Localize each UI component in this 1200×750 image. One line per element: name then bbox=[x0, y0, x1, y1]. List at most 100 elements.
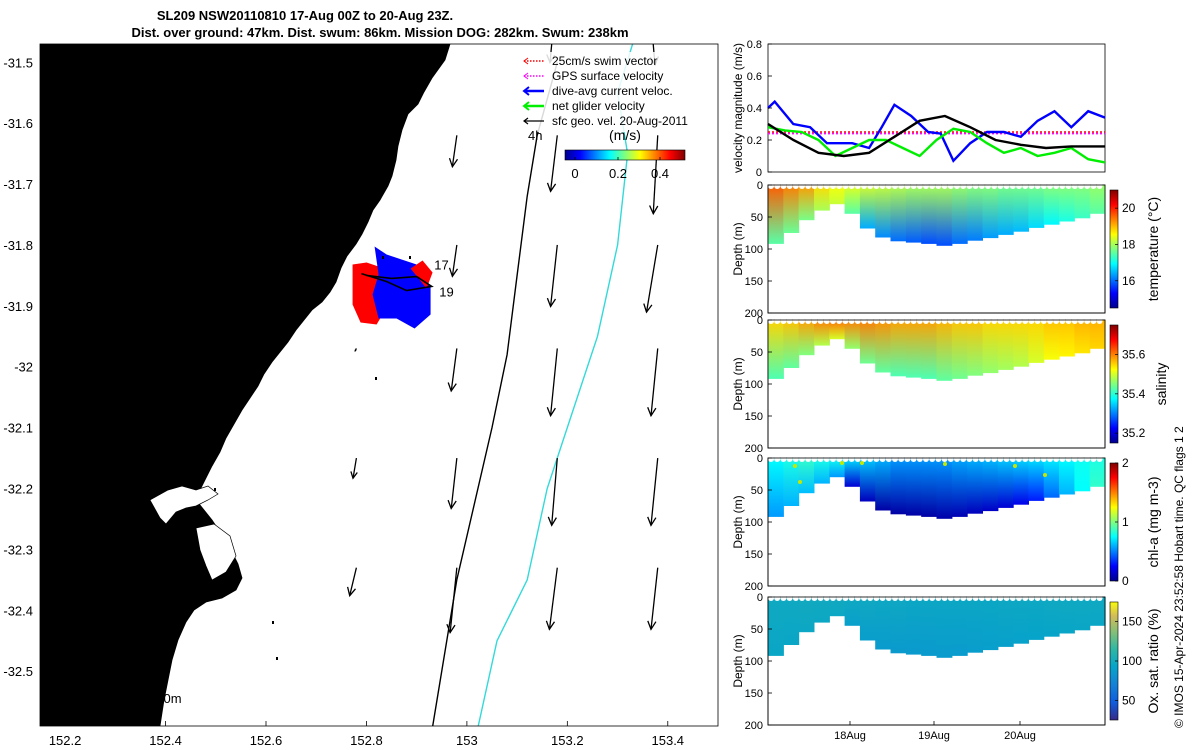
surface-scallop bbox=[854, 183, 861, 189]
surface-scallop bbox=[904, 456, 911, 462]
map-y-tick-label: -32.5 bbox=[3, 664, 33, 679]
surface-scallop bbox=[947, 183, 954, 189]
surface-scallop bbox=[935, 595, 942, 601]
section-data-column bbox=[1089, 597, 1106, 626]
legend-label: GPS surface velocity bbox=[552, 69, 663, 83]
velocity-series-line bbox=[767, 126, 1106, 164]
section-y-tick-label: 100 bbox=[745, 244, 763, 256]
surface-scallop bbox=[929, 183, 936, 189]
section-data-column bbox=[890, 320, 907, 377]
surface-scallop bbox=[910, 183, 917, 189]
section-data-column bbox=[814, 185, 830, 211]
section-data-column bbox=[997, 597, 1014, 647]
surface-scallop bbox=[978, 318, 985, 324]
velocity-axes-frame bbox=[767, 43, 1106, 173]
surface-scallop bbox=[997, 183, 1004, 189]
surface-scallop bbox=[997, 595, 1004, 601]
surface-scallop bbox=[966, 318, 973, 324]
surface-scallop bbox=[892, 595, 898, 601]
section-data-column bbox=[768, 597, 784, 656]
surface-scallop bbox=[898, 318, 905, 324]
surface-scallop bbox=[848, 318, 855, 324]
geostrophic-arrow bbox=[448, 135, 459, 169]
surface-scallop bbox=[1078, 183, 1084, 189]
surface-scallop bbox=[842, 318, 849, 324]
section-data-column bbox=[798, 597, 815, 633]
surface-scallop bbox=[1003, 183, 1010, 189]
velocity-y-tick-label: 0.4 bbox=[747, 103, 762, 115]
island-dot bbox=[276, 657, 278, 660]
surface-scallop bbox=[923, 595, 929, 601]
geostrophic-arrow bbox=[649, 135, 659, 216]
surface-scallop bbox=[929, 318, 936, 324]
surface-scallop bbox=[985, 456, 991, 462]
section-data-column bbox=[1043, 320, 1060, 360]
surface-scallop bbox=[929, 595, 936, 601]
surface-scallop bbox=[1040, 595, 1047, 601]
section-data-column bbox=[982, 320, 999, 374]
section-data-column bbox=[890, 597, 907, 654]
section-y-tick-label: 50 bbox=[751, 347, 763, 359]
colorbar-axis-label: temperature (°C) bbox=[1145, 197, 1161, 301]
arrow-head bbox=[545, 620, 556, 631]
section-data-column bbox=[1028, 458, 1045, 501]
surface-scallop bbox=[935, 318, 942, 324]
surface-scallop bbox=[885, 318, 892, 324]
geostrophic-arrow bbox=[647, 458, 659, 527]
surface-scallop bbox=[972, 318, 979, 324]
arrow-shaft bbox=[650, 567, 659, 630]
surface-scallop bbox=[848, 595, 855, 601]
arrow-head bbox=[350, 471, 358, 480]
colorbar-tick-label: 2 bbox=[1122, 456, 1129, 470]
surface-scallop bbox=[873, 595, 880, 601]
surface-scallop bbox=[997, 318, 1004, 324]
arrow-head bbox=[354, 349, 357, 352]
colorbar-unit-label: (m/s) bbox=[609, 127, 641, 143]
section-y-tick-label: 0 bbox=[757, 592, 763, 604]
chlorophyll-speck bbox=[1043, 473, 1047, 477]
section-data-column bbox=[997, 320, 1014, 370]
section-data-column bbox=[814, 458, 830, 484]
surface-scallop bbox=[768, 456, 774, 462]
surface-scallop bbox=[1047, 595, 1053, 601]
arrow-head bbox=[546, 297, 557, 308]
surface-scallop bbox=[1065, 595, 1072, 601]
surface-scallop bbox=[985, 595, 991, 601]
section-data-column bbox=[890, 458, 907, 515]
surface-scallop bbox=[1071, 595, 1078, 601]
surface-scallop bbox=[1040, 318, 1047, 324]
colorbar-tick-label: 1 bbox=[1122, 515, 1129, 529]
section-data-column bbox=[829, 320, 846, 340]
surface-scallop bbox=[1040, 456, 1047, 462]
arrow-shaft bbox=[451, 244, 458, 277]
map-y-tick-label: -31.5 bbox=[3, 55, 33, 70]
surface-scallop bbox=[861, 183, 867, 189]
surface-scallop bbox=[786, 183, 793, 189]
surface-scallop bbox=[898, 456, 905, 462]
surface-scallop bbox=[966, 456, 973, 462]
section-x-tick-label: 19Aug bbox=[918, 730, 950, 742]
surface-scallop bbox=[1065, 183, 1072, 189]
surface-scallop bbox=[842, 456, 849, 462]
surface-scallop bbox=[1071, 183, 1078, 189]
map-x-tick-label: 152.6 bbox=[250, 733, 283, 748]
surface-scallop bbox=[954, 595, 960, 601]
arrow-shaft bbox=[650, 458, 659, 526]
section-data-column bbox=[1013, 597, 1029, 644]
section-data-column bbox=[951, 597, 968, 656]
surface-scallop bbox=[823, 456, 830, 462]
arrow-shaft bbox=[352, 457, 358, 479]
legend-box bbox=[518, 52, 708, 132]
section-data-column bbox=[1074, 597, 1091, 631]
surface-scallop bbox=[898, 595, 905, 601]
surface-scallop bbox=[1022, 183, 1029, 189]
surface-scallop bbox=[941, 183, 948, 189]
surface-scallop bbox=[1071, 456, 1078, 462]
section-data-column bbox=[1074, 320, 1091, 354]
map-panel: 17 19 152.2 152.4 152.6 152.8 153 153.2 153.4 -3… bbox=[3, 43, 719, 748]
section-y-tick-label: 100 bbox=[745, 379, 763, 391]
surface-scallop bbox=[1034, 183, 1041, 189]
geostrophic-arrow bbox=[546, 348, 558, 418]
surface-scallop bbox=[904, 183, 911, 189]
section-y-axis-label: Depth (m) bbox=[731, 495, 745, 548]
